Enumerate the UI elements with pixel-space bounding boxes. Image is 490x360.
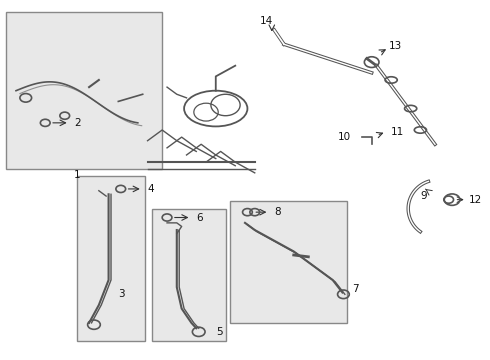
Text: 6: 6 bbox=[196, 212, 203, 222]
Text: 4: 4 bbox=[147, 184, 154, 194]
Text: 13: 13 bbox=[389, 41, 402, 51]
Text: 3: 3 bbox=[118, 289, 125, 299]
Text: 5: 5 bbox=[216, 327, 222, 337]
Text: 2: 2 bbox=[74, 118, 81, 128]
FancyBboxPatch shape bbox=[6, 12, 162, 169]
Text: 10: 10 bbox=[338, 132, 351, 142]
Text: 7: 7 bbox=[352, 284, 359, 294]
FancyBboxPatch shape bbox=[152, 208, 225, 341]
Text: 8: 8 bbox=[274, 207, 281, 217]
Text: 9: 9 bbox=[420, 191, 427, 201]
FancyBboxPatch shape bbox=[77, 176, 145, 341]
Text: 14: 14 bbox=[260, 16, 273, 26]
Text: 1: 1 bbox=[74, 170, 80, 180]
Text: 11: 11 bbox=[391, 127, 404, 137]
FancyBboxPatch shape bbox=[230, 202, 347, 323]
Text: 12: 12 bbox=[469, 195, 482, 204]
